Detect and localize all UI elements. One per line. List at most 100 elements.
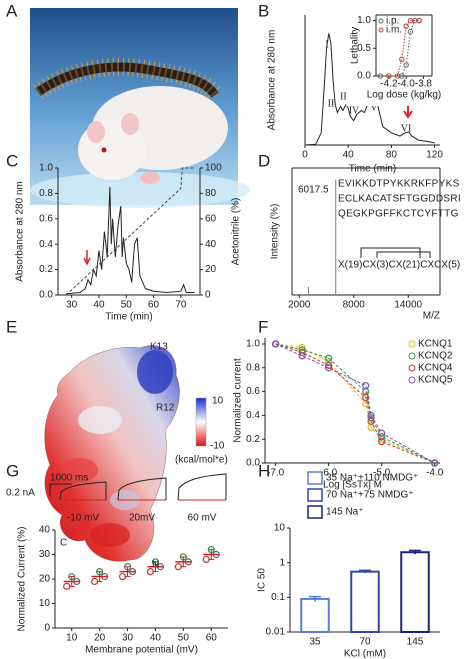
fit-line (388, 20, 420, 77)
x-tick-label: 30 (66, 300, 78, 311)
data-point (325, 364, 333, 372)
peak-label: IV (349, 105, 360, 116)
y-tick-label: 0 (44, 623, 50, 634)
legend-swatch (307, 471, 323, 485)
y-tick-label: 0.4 (246, 410, 260, 421)
y-axis-label: IC 50 (257, 568, 268, 592)
data-point (367, 411, 375, 419)
x-tick-label: 10 (66, 633, 78, 644)
peak-annotation: 6017.5 (298, 185, 329, 196)
x-tick-label: 50 (121, 300, 133, 311)
data-point (407, 17, 414, 24)
panel-label: G (6, 461, 19, 480)
y-tick-label: 30 (39, 549, 51, 560)
y-tick-label: 1 (279, 557, 285, 568)
arrow (83, 250, 91, 266)
x-axis-label: Log dose (kg/kg) (367, 90, 442, 101)
data-line (65, 167, 195, 296)
data-point (298, 352, 306, 360)
peak-label: V (370, 102, 378, 113)
scale-label: 1000 ms (50, 473, 88, 484)
x-tick-label: 60 (148, 300, 160, 311)
data-point (386, 73, 392, 79)
panel-label: B (258, 1, 269, 20)
voltage-label: -10 mV (67, 513, 100, 524)
panel-label: A (6, 1, 18, 20)
y2-tick-label: 100 (205, 163, 222, 174)
x-axis-label: Membrane potential (mV) (85, 645, 198, 656)
data-line (275, 343, 435, 464)
y-axis-label: Absorbance at 280 nm (267, 30, 278, 131)
legend-label: 70 Na⁺+75 NMDG⁺ (326, 490, 414, 501)
legend-marker (408, 340, 416, 348)
data-point (377, 73, 384, 79)
y-tick-label: 0.6 (39, 213, 53, 224)
y-tick-label: 0.8 (39, 188, 53, 199)
legend-label: i.m. (386, 25, 402, 36)
x-tick-label: -6.0 (320, 468, 338, 479)
residue-label: C (60, 538, 67, 549)
data-point (403, 23, 409, 29)
y-tick-label: 0.0 (39, 290, 53, 301)
bar (300, 597, 330, 634)
x-tick-label: 40 (150, 633, 162, 644)
x-tick-label: 0 (302, 150, 308, 161)
y2-tick-label: 40 (205, 239, 217, 250)
inset-background (346, 11, 438, 106)
legend-label: 145 Na⁺ (326, 507, 364, 518)
x-tick-label: 120 (426, 150, 443, 161)
data-point (362, 393, 370, 402)
peak-label: III (340, 91, 350, 102)
x-axis-label: Time (min) (105, 312, 152, 323)
x-tick-label: -7.0 (267, 468, 285, 479)
motif: X(19)CX(3)CX(21)CXCX(5) (338, 260, 460, 271)
x-tick-label: -3.8 (415, 79, 433, 90)
x-tick-label: 30 (122, 633, 134, 644)
data-point (298, 343, 306, 352)
x-tick-label: -5.0 (373, 468, 391, 479)
voltage-label: 20mV (129, 513, 155, 524)
panel-label: F (258, 317, 268, 336)
y-axis-label: Intensity (%) (270, 204, 281, 260)
data-point (416, 17, 422, 24)
y-tick-label: 40 (39, 525, 51, 536)
x-tick-label: 70 (359, 637, 371, 648)
x-tick-label: 50 (178, 633, 190, 644)
data-point (325, 354, 333, 362)
x-tick-label: 70 (175, 300, 187, 311)
voltage-label: 60 mV (188, 513, 217, 524)
y2-tick-label: 80 (205, 188, 217, 199)
x-tick-label: 35 (309, 637, 321, 648)
y2-tick-label: 60 (205, 213, 217, 224)
y-tick-label: 0.0 (357, 71, 371, 82)
x-tick-label: -4.0 (398, 79, 416, 90)
legend-swatch (307, 505, 323, 519)
x-tick-label: 40 (93, 300, 105, 311)
panel-label: C (6, 151, 18, 170)
y-tick-label: 0.2 (39, 264, 53, 275)
y-tick-label: 10 (274, 523, 286, 534)
y-axis-label: Normalized Current (%) (17, 526, 28, 631)
data-point (362, 382, 370, 390)
y-tick-label: 20 (39, 574, 51, 585)
data-line (304, 33, 435, 146)
sequence-line: QEGKPGFFKCTCYFTTG (338, 209, 459, 220)
panel-label: D (258, 151, 270, 170)
protein-surface (44, 345, 207, 562)
data-point (272, 340, 280, 348)
colorbar-label: -10 (210, 441, 225, 452)
y-tick-label: 0.5 (357, 43, 371, 54)
current-traces (49, 473, 227, 501)
x-axis-label: M/Z (423, 311, 440, 322)
legend-label: KCNQ1 (418, 339, 453, 350)
x-tick-label: 20 (94, 633, 106, 644)
data-line (275, 343, 435, 464)
legend-marker (408, 352, 416, 360)
x-tick-label: -4.0 (426, 468, 444, 479)
y2-axis-label: Acetonitrile (%) (231, 198, 242, 266)
residue-label: R12 (156, 403, 175, 414)
residue-label: N (152, 560, 159, 571)
y-tick-label: 0.01 (266, 627, 286, 638)
data-point (378, 433, 386, 441)
